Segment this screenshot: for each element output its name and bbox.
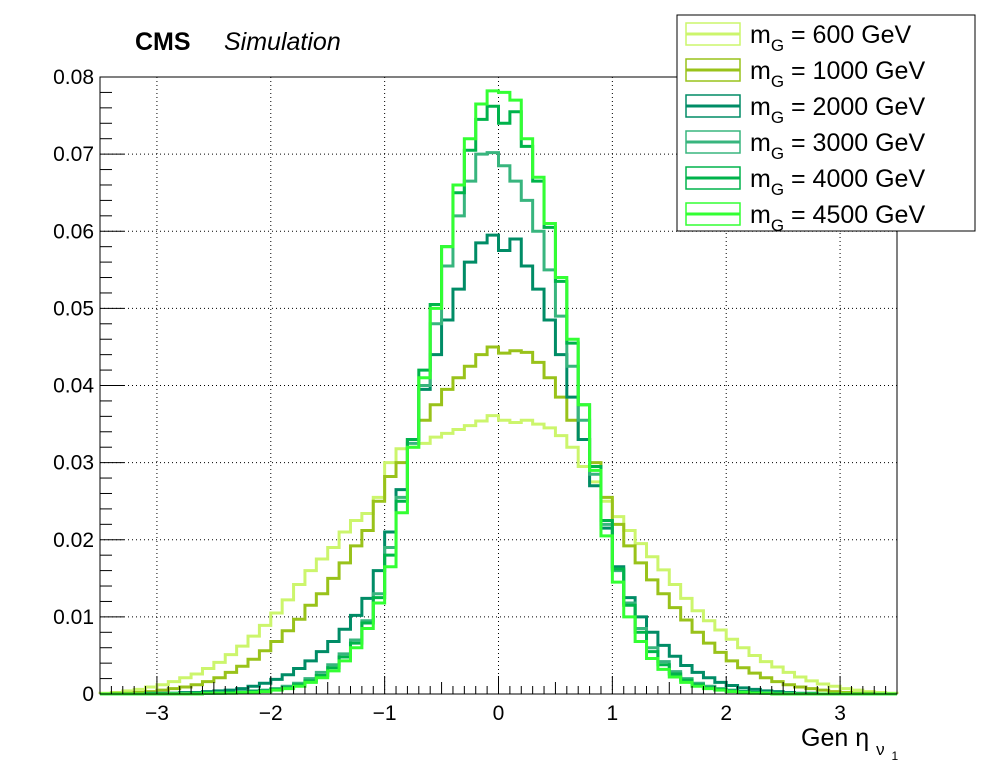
legend-label: mG = 1000 GeV: [750, 57, 925, 91]
x-tick-label: 2: [720, 702, 732, 725]
legend-label-sub: G: [771, 144, 784, 163]
x-tick-label: 3: [834, 702, 846, 725]
legend-label-suffix: = 600 GeV: [784, 21, 911, 49]
legend-label: mG = 4500 GeV: [750, 201, 925, 235]
legend-label: mG = 3000 GeV: [750, 129, 925, 163]
legend-label-sub: G: [771, 72, 784, 91]
experiment-label: CMS: [135, 28, 191, 56]
legend-label: mG = 2000 GeV: [750, 93, 925, 127]
legend-label-suffix: = 4000 GeV: [784, 165, 925, 193]
y-tick-label: 0.06: [53, 220, 94, 243]
legend-label-sub: G: [771, 216, 784, 235]
x-tick-label: −2: [259, 702, 283, 725]
legend-label-sub: G: [771, 180, 784, 199]
legend-entry: mG = 4000 GeV: [685, 165, 925, 199]
legend-label-prefix: m: [750, 129, 771, 157]
y-tick-label: 0.04: [53, 375, 94, 398]
x-tick-label: −1: [373, 702, 397, 725]
y-tick-label: 0: [82, 683, 94, 706]
legend-label-sub: G: [771, 36, 784, 55]
legend-entry: mG = 3000 GeV: [685, 129, 925, 163]
legend-label-prefix: m: [750, 57, 771, 85]
y-tick-label: 0.02: [53, 529, 94, 552]
axis-ticks: −3 −2 −1 0 1 2 3 0 0.01 0.02 0.03 0.04 0.05 0.06 0.07 0…: [53, 66, 898, 725]
legend-label-prefix: m: [750, 165, 771, 193]
x-tick-label: 1: [607, 702, 619, 725]
simulation-label: Simulation: [224, 28, 341, 56]
legend-label-sub: G: [771, 108, 784, 127]
x-tick-label: −3: [145, 702, 169, 725]
legend-label-suffix: = 3000 GeV: [784, 129, 925, 157]
x-axis-title-subsub: 1: [892, 749, 899, 763]
x-tick-label: 0: [493, 702, 505, 725]
legend-entry: mG = 4500 GeV: [685, 201, 925, 235]
legend-label-prefix: m: [750, 21, 771, 49]
legend-box: [676, 14, 976, 232]
legend-label-suffix: = 1000 GeV: [784, 57, 925, 85]
series-line-1: [100, 345, 897, 696]
legend-label-prefix: m: [750, 93, 771, 121]
series-line-0: [98, 414, 899, 695]
y-tick-label: 0.05: [53, 297, 94, 320]
y-tick-label: 0.03: [53, 452, 94, 475]
series-line-5: [100, 89, 897, 696]
legend-label: mG = 600 GeV: [750, 21, 912, 55]
legend-entry: mG = 2000 GeV: [685, 93, 925, 127]
y-tick-label: 0.08: [53, 66, 94, 89]
legend-label-prefix: m: [750, 201, 771, 229]
y-tick-label: 0.07: [53, 143, 94, 166]
legend-label-suffix: = 2000 GeV: [784, 93, 925, 121]
y-tick-label: 0.01: [53, 606, 94, 629]
legend-entry: mG = 600 GeV: [685, 21, 912, 55]
legend-label-suffix: = 4500 GeV: [784, 201, 925, 229]
x-axis-title: Gen η ν 1: [801, 724, 899, 763]
x-axis-title-main: Gen η: [801, 724, 869, 752]
legend-label: mG = 4000 GeV: [750, 165, 925, 199]
legend-entry: mG = 1000 GeV: [685, 57, 925, 91]
x-axis-title-sub: ν: [876, 740, 885, 759]
